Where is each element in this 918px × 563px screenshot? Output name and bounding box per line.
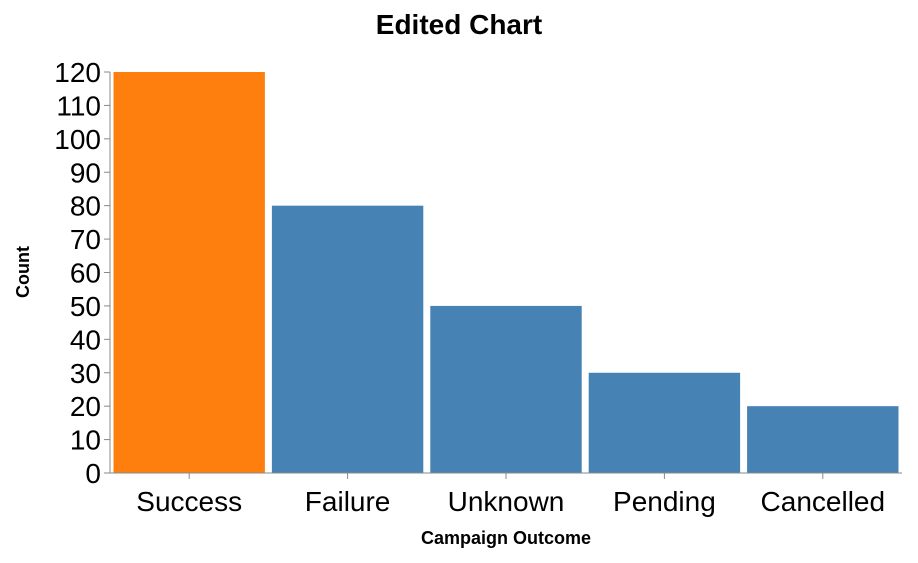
y-tick-label: 20 (70, 391, 101, 422)
y-tick-label: 110 (56, 90, 101, 121)
x-tick-label-unknown: Unknown (448, 486, 565, 517)
y-tick-label: 90 (70, 157, 101, 188)
x-axis-title: Campaign Outcome (421, 528, 591, 548)
y-tick-label: 40 (70, 324, 101, 355)
bar-failure (271, 205, 424, 474)
chart-title: Edited Chart (376, 9, 542, 40)
x-tick-label-failure: Failure (305, 486, 391, 517)
bar-cancelled (747, 406, 899, 473)
x-tick-label-pending: Pending (613, 486, 716, 517)
y-tick-label: 80 (70, 191, 101, 222)
y-tick-label: 10 (70, 425, 101, 456)
y-tick-label: 100 (54, 124, 101, 155)
bars-group (113, 72, 899, 474)
y-tick-label: 50 (70, 291, 101, 322)
y-tick-label: 70 (70, 224, 101, 255)
x-tick-label-cancelled: Cancelled (761, 486, 886, 517)
bar-unknown (430, 305, 582, 473)
x-axis-ticks: Success Failure Unknown Pending Cancelled (136, 473, 885, 517)
y-tick-label: 60 (70, 258, 101, 289)
bar-pending (588, 372, 741, 473)
y-tick-label: 0 (85, 458, 101, 489)
x-tick-label-success: Success (136, 486, 242, 517)
y-tick-label: 120 (54, 57, 101, 88)
bar-success (113, 72, 265, 473)
y-axis-title: Count (13, 246, 33, 298)
y-tick-label: 30 (70, 358, 101, 389)
